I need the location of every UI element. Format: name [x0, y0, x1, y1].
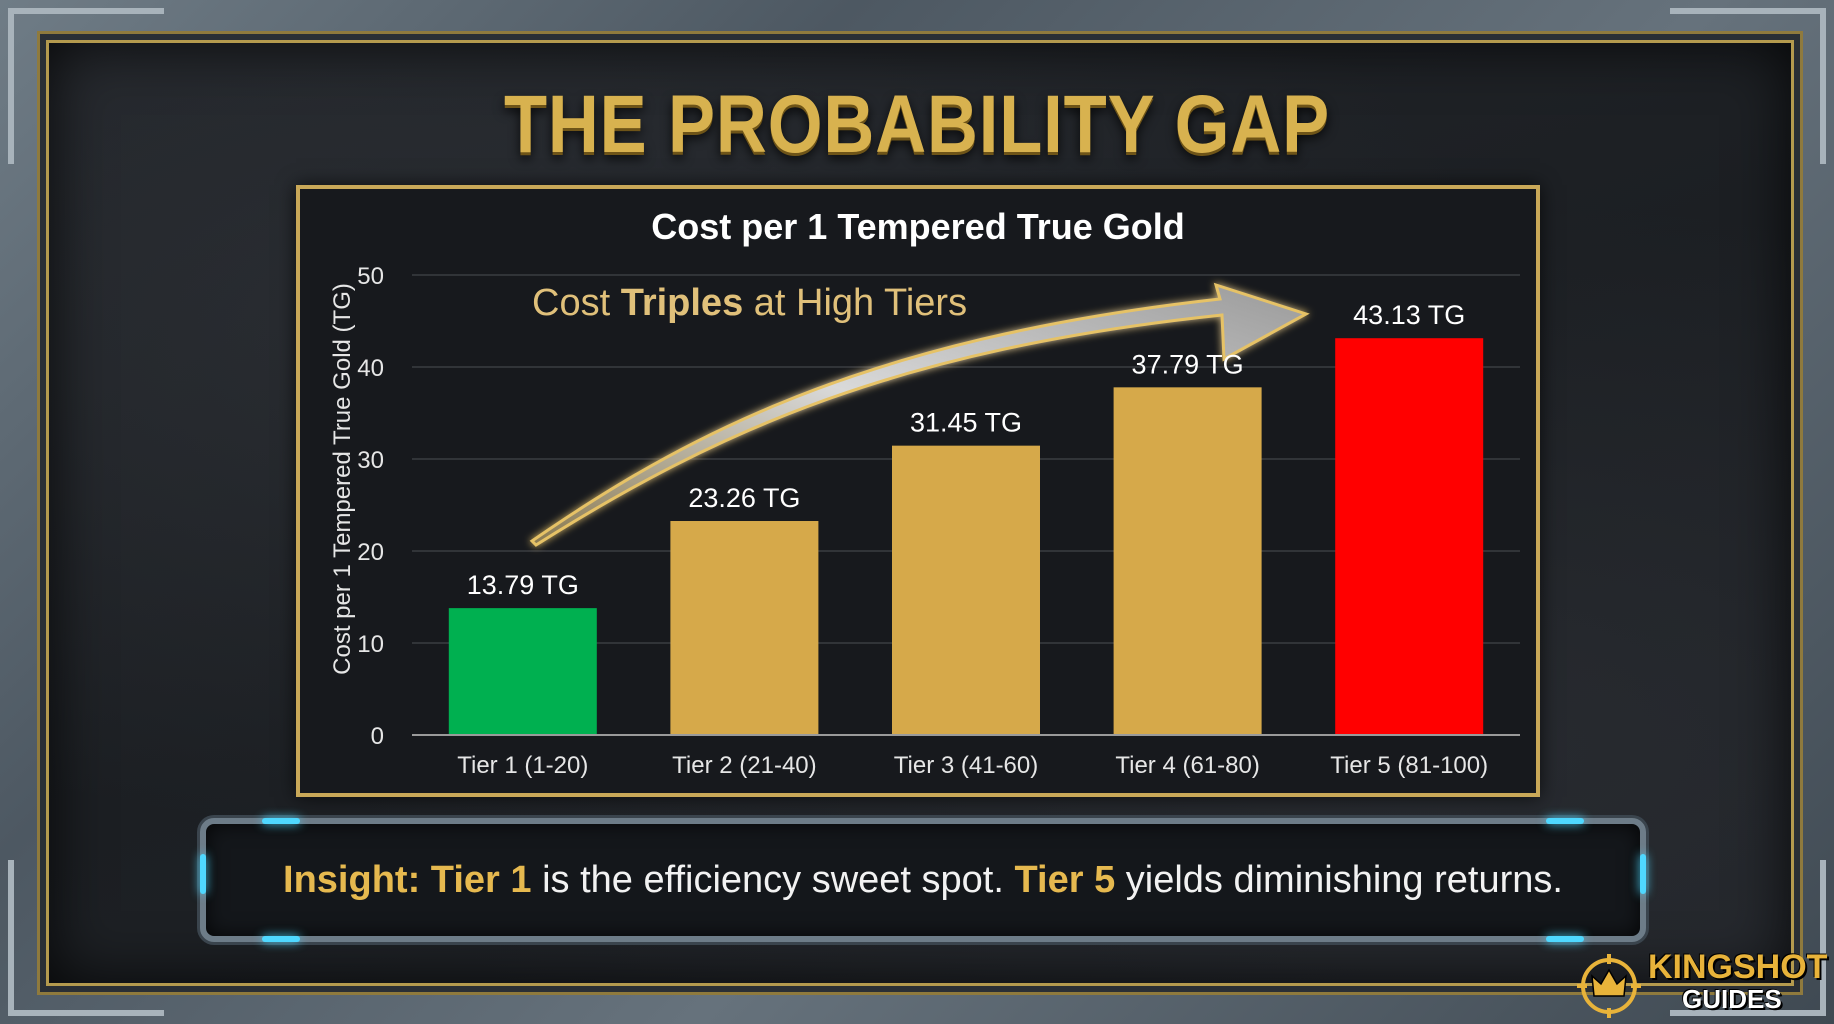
x-tick-label: Tier 1 (1-20) — [457, 752, 588, 779]
logo-line2: GUIDES — [1682, 984, 1782, 1014]
banner-accent — [1640, 854, 1646, 894]
trend-arrow — [529, 282, 1310, 547]
kingshot-logo: KINGSHOT GUIDES — [1574, 948, 1830, 1018]
bar-value-labels: 13.79 TG 23.26 TG 31.45 TG 37.79 TG 43.13 TG — [467, 300, 1465, 600]
y-tick-label: 20 — [357, 539, 384, 566]
trend-arrow-icon — [529, 282, 1310, 547]
y-tick-label: 0 — [371, 723, 384, 750]
banner-accent — [200, 854, 206, 894]
insight-mid: is the efficiency sweet spot. — [542, 858, 1004, 901]
chart-title: Cost per 1 Tempered True Gold — [651, 206, 1184, 247]
bars — [448, 338, 1484, 735]
bar-chart: Cost per 1 Tempered True Gold Cost per 1… — [329, 206, 1520, 779]
banner-accent — [262, 818, 300, 824]
annotation-prefix: Cost — [532, 282, 621, 324]
bar-value-label: 23.26 TG — [688, 483, 800, 513]
crown-crosshair-icon — [1577, 954, 1641, 1018]
bar-value-label: 43.13 TG — [1353, 300, 1465, 330]
x-tick-label: Tier 4 (61-80) — [1115, 752, 1260, 779]
logo-line1: KINGSHOT — [1648, 948, 1828, 986]
y-tick-label: 10 — [357, 631, 384, 658]
y-tick-label: 30 — [357, 447, 384, 474]
bar-value-label: 13.79 TG — [467, 570, 579, 600]
insight-text: Insight: Tier 1 is the efficiency sweet … — [206, 824, 1640, 936]
x-tick-label: Tier 2 (21-40) — [672, 752, 817, 779]
y-tick-label: 40 — [357, 355, 384, 382]
banner-accent — [262, 936, 300, 942]
bar — [670, 521, 819, 735]
y-tick-label: 50 — [357, 263, 384, 290]
annotation-bold: Triples — [621, 282, 744, 324]
x-tick-labels: Tier 1 (1-20) Tier 2 (21-40) Tier 3 (41-60… — [457, 752, 1488, 779]
chart-panel: Cost per 1 Tempered True Gold Cost per 1… — [296, 185, 1540, 797]
frame-corner-top-left — [8, 8, 164, 164]
banner-accent — [1546, 818, 1584, 824]
bar — [1335, 338, 1484, 735]
page-title: THE PROBABILITY GAP — [503, 79, 1331, 170]
bar-value-label: 31.45 TG — [910, 408, 1022, 438]
x-tick-label: Tier 5 (81-100) — [1330, 752, 1488, 779]
y-axis-label: Cost per 1 Tempered True Gold (TG) — [329, 283, 356, 675]
annotation-suffix: at High Tiers — [743, 282, 967, 324]
insight-tier1: Tier 1 — [430, 858, 532, 901]
y-tick-labels: 0 10 20 30 40 50 — [357, 263, 384, 750]
insight-end: yields diminishing returns. — [1125, 858, 1563, 901]
insight-banner: Insight: Tier 1 is the efficiency sweet … — [200, 818, 1646, 942]
frame-corner-bottom-left — [8, 860, 164, 1016]
bar-value-label: 37.79 TG — [1132, 349, 1244, 379]
x-tick-label: Tier 3 (41-60) — [894, 752, 1039, 779]
bar — [892, 445, 1040, 735]
banner-accent — [1546, 936, 1584, 942]
frame-corner-top-right — [1670, 8, 1826, 164]
chart-annotation: Cost Triples at High Tiers — [532, 282, 967, 324]
insight-lead: Insight: — [283, 858, 421, 901]
frame-corner-bottom-right — [1670, 860, 1826, 1016]
bar — [448, 608, 597, 735]
insight-tier5: Tier 5 — [1014, 858, 1116, 901]
bar — [1113, 387, 1262, 735]
